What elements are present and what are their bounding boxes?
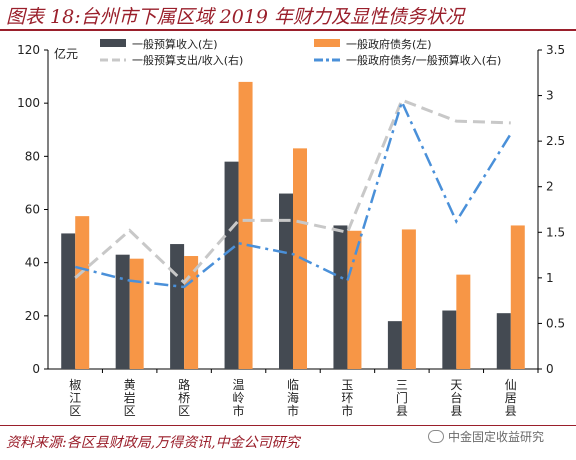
line-debt-revenue-ratio	[74, 98, 512, 289]
legend-swatch	[314, 39, 340, 47]
legend-label: 一般预算收入(左)	[132, 37, 218, 51]
right-tick-label: 3.5	[546, 43, 565, 57]
right-tick-label: 2	[546, 180, 554, 194]
bar-budget-revenue	[442, 310, 457, 369]
right-tick-label: 1.5	[546, 225, 565, 239]
bar-government-debt	[347, 230, 362, 369]
footer-divider	[0, 425, 576, 426]
right-tick-label: 3	[546, 89, 554, 103]
category-label: 玉环市	[341, 378, 353, 418]
category-label: 三门县	[396, 378, 408, 418]
left-tick-label: 120	[17, 43, 40, 57]
bar-government-debt	[75, 216, 90, 369]
left-tick-label: 20	[25, 309, 40, 323]
category-label: 椒江区	[69, 378, 81, 418]
bar-government-debt	[129, 258, 144, 369]
watermark: 中金固定收益研究	[428, 428, 544, 445]
category-label: 路桥区	[178, 377, 190, 418]
legend-label: 一般政府债务/一般预算收入(右)	[346, 53, 501, 67]
bar-budget-revenue	[61, 233, 76, 369]
bar-budget-revenue	[387, 321, 402, 369]
category-label: 温岭市	[233, 378, 245, 418]
bar-budget-revenue	[279, 193, 293, 369]
source-note: 资料来源:各区县财政局,万得资讯,中金公司研究	[6, 435, 300, 451]
category-label: 黄岩区	[124, 378, 136, 418]
legend-label: 一般预算支出/收入(右)	[132, 53, 243, 67]
right-tick-label: 1	[546, 271, 554, 285]
line-expenditure-revenue-ratio	[74, 98, 511, 285]
left-tick-label: 100	[17, 96, 40, 110]
bar-budget-revenue	[333, 225, 348, 369]
left-axis-unit: 亿元	[54, 46, 78, 61]
bar-government-debt	[456, 274, 471, 369]
category-label: 仙居县	[505, 378, 517, 418]
left-tick-label: 0	[32, 362, 40, 376]
bar-budget-revenue	[170, 244, 185, 369]
category-label: 天台县	[450, 378, 462, 418]
bar-government-debt	[184, 256, 199, 369]
right-tick-label: 0	[546, 362, 554, 376]
watermark-text: 中金固定收益研究	[448, 430, 545, 444]
left-tick-label: 40	[25, 256, 40, 270]
left-tick-label: 60	[25, 203, 40, 217]
left-tick-label: 80	[25, 149, 40, 163]
bar-government-debt	[238, 81, 253, 370]
legend-label: 一般政府债务(左)	[346, 37, 432, 51]
page-title: 图表 18:台州市下属区域 2019 年财力及显性债务状况	[6, 6, 465, 28]
bar-government-debt	[510, 225, 525, 369]
legend-swatch	[100, 39, 126, 47]
right-tick-label: 0.5	[546, 316, 565, 330]
wechat-icon	[428, 430, 444, 443]
bar-budget-revenue	[224, 161, 239, 369]
right-tick-label: 2.5	[546, 134, 565, 148]
bar-budget-revenue	[115, 254, 130, 369]
bar-budget-revenue	[496, 313, 511, 369]
title-divider	[0, 29, 576, 31]
category-label: 临海市	[287, 378, 299, 418]
bar-government-debt	[401, 229, 416, 369]
